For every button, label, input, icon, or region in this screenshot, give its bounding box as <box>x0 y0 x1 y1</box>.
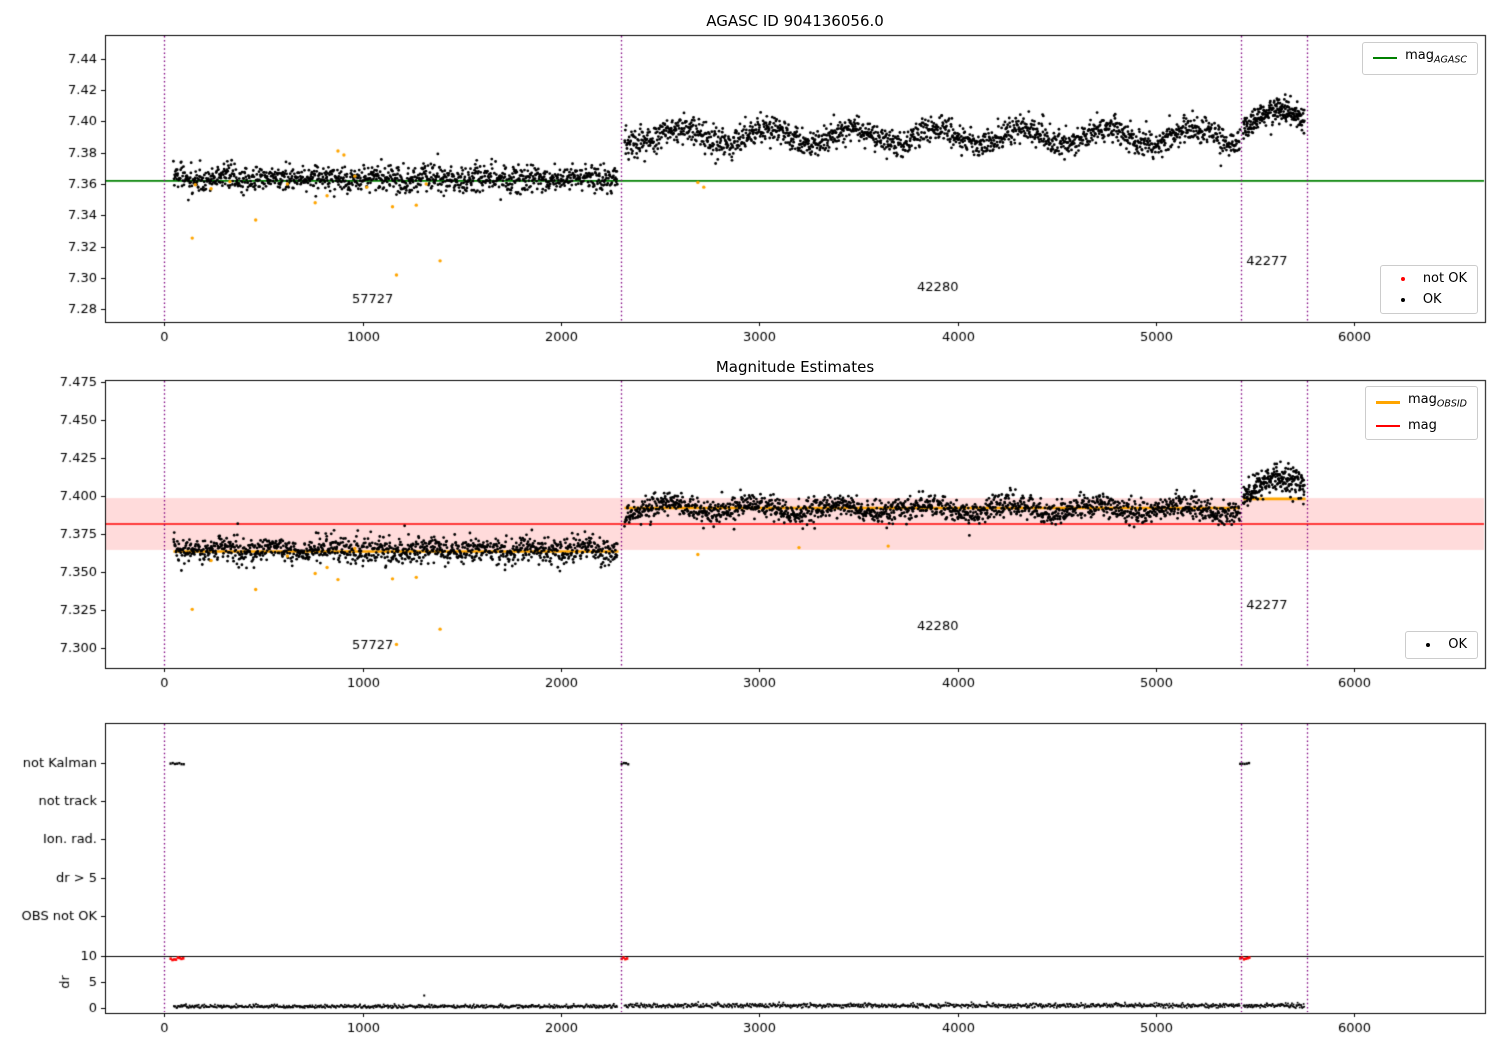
chart-title-top: AGASC ID 904136056.0 <box>706 12 884 30</box>
legend-label-mag: mag <box>1407 417 1437 433</box>
legend-item-mag-obsid: magOBSID <box>1375 392 1467 413</box>
legend-ok-middle: OK <box>1405 631 1478 659</box>
legend-label-ok: OK <box>1422 292 1442 307</box>
mag-obsid-line-sample <box>1375 400 1400 404</box>
mag-line-sample <box>1375 424 1400 427</box>
legend-label-ok-middle: OK <box>1448 637 1467 652</box>
legend-label-mag-agasc: magAGASC <box>1405 48 1467 66</box>
legend-item-not-ok: not OK <box>1391 271 1467 287</box>
ok-marker-icon <box>1391 298 1415 302</box>
legend-label-not-ok: not OK <box>1422 271 1467 286</box>
not-ok-marker-icon <box>1391 277 1415 281</box>
legend-item-mag-agasc: magAGASC <box>1373 48 1467 69</box>
ok-marker-icon <box>1416 643 1440 647</box>
legend-ok-notok-top: not OK OK <box>1379 265 1478 314</box>
legend-item-mag: mag <box>1375 417 1467 434</box>
mag-agasc-line-sample <box>1373 57 1398 60</box>
legend-label-mag-obsid: magOBSID <box>1407 392 1467 410</box>
chart-title-middle: Magnitude Estimates <box>715 358 875 376</box>
legend-mag-agasc: magAGASC <box>1362 42 1478 75</box>
legend-item-ok: OK <box>1391 292 1467 308</box>
legend-item-ok-middle: OK <box>1416 637 1467 653</box>
legend-mag-obsid-mag: magOBSID mag <box>1364 386 1478 440</box>
